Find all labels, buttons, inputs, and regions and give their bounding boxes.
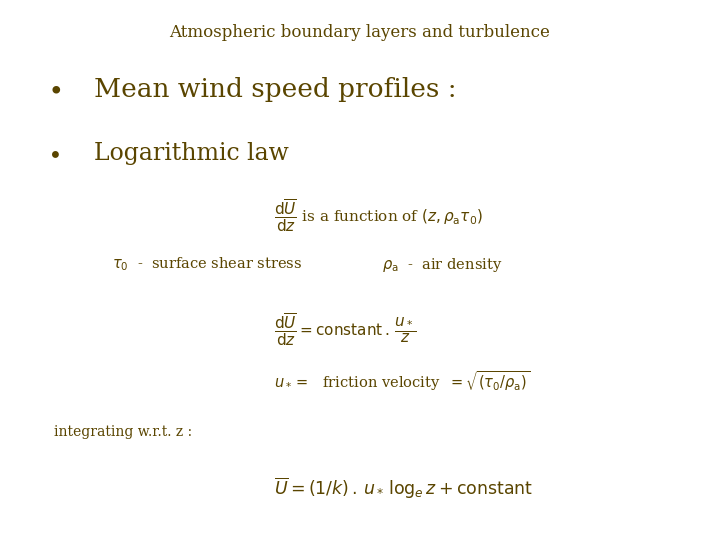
Text: $\overline{U} = (1/k)\,.\,u_*\,\log_e z + \mathrm{constant}$: $\overline{U} = (1/k)\,.\,u_*\,\log_e z … (274, 476, 533, 501)
Text: $u_* = \,$  friction velocity  $= \sqrt{(\tau_0/\rho_{\mathrm{a}})}$: $u_* = \,$ friction velocity $= \sqrt{(\… (274, 369, 530, 393)
Text: $\bullet$: $\bullet$ (47, 143, 60, 165)
Text: integrating w.r.t. z :: integrating w.r.t. z : (54, 425, 192, 439)
Text: $\bullet$: $\bullet$ (47, 77, 61, 102)
Text: $\dfrac{\mathrm{d}\overline{U}}{\mathrm{d}z} = \mathrm{constant}\,.\,\dfrac{u_*}: $\dfrac{\mathrm{d}\overline{U}}{\mathrm{… (274, 311, 415, 348)
Text: Mean wind speed profiles :: Mean wind speed profiles : (94, 77, 456, 102)
Text: Atmospheric boundary layers and turbulence: Atmospheric boundary layers and turbulen… (170, 24, 550, 41)
Text: Logarithmic law: Logarithmic law (94, 143, 289, 165)
Text: $\rho_{\mathrm{a}}$  -  air density: $\rho_{\mathrm{a}}$ - air density (382, 255, 502, 274)
Text: $\tau_0$  -  surface shear stress: $\tau_0$ - surface shear stress (112, 256, 302, 273)
Text: $\dfrac{\mathrm{d}\overline{U}}{\mathrm{d}z}$ is a function of $(z,\rho_{\mathrm: $\dfrac{\mathrm{d}\overline{U}}{\mathrm{… (274, 198, 482, 234)
